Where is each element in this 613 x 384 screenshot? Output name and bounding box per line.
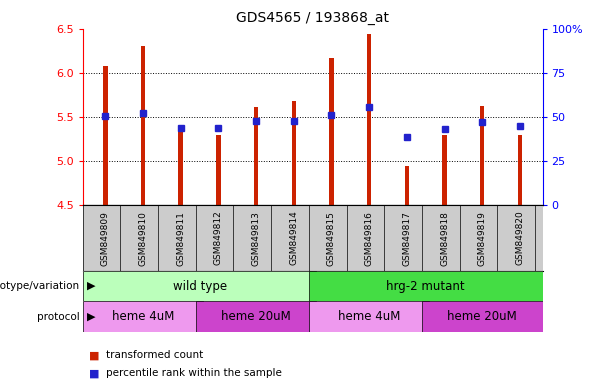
Bar — [309, 271, 543, 301]
Text: hrg-2 mutant: hrg-2 mutant — [386, 280, 465, 293]
Text: ▶: ▶ — [80, 312, 95, 322]
Text: heme 4uM: heme 4uM — [338, 310, 400, 323]
Bar — [480, 106, 484, 205]
Text: GSM849816: GSM849816 — [365, 211, 374, 266]
Text: transformed count: transformed count — [106, 350, 204, 360]
Bar — [216, 135, 221, 205]
Title: GDS4565 / 193868_at: GDS4565 / 193868_at — [236, 11, 389, 25]
Text: wild type: wild type — [172, 280, 227, 293]
Bar — [405, 166, 409, 205]
Bar — [292, 101, 296, 205]
Bar — [83, 271, 316, 301]
Text: heme 20uM: heme 20uM — [447, 310, 517, 323]
Text: ■: ■ — [89, 350, 99, 360]
Bar — [367, 34, 371, 205]
Text: GSM849818: GSM849818 — [440, 211, 449, 266]
Text: GSM849810: GSM849810 — [139, 211, 148, 266]
Text: GSM849812: GSM849812 — [214, 211, 223, 265]
Text: ▶: ▶ — [80, 281, 95, 291]
Text: heme 20uM: heme 20uM — [221, 310, 291, 323]
Text: GSM849811: GSM849811 — [176, 211, 185, 266]
Text: GSM849817: GSM849817 — [402, 211, 411, 266]
Text: genotype/variation: genotype/variation — [0, 281, 80, 291]
Text: percentile rank within the sample: percentile rank within the sample — [106, 368, 282, 378]
Text: GSM849819: GSM849819 — [478, 211, 487, 266]
Text: ■: ■ — [89, 368, 99, 378]
Text: protocol: protocol — [37, 312, 80, 322]
Bar — [196, 301, 316, 332]
Bar — [254, 106, 258, 205]
Text: GSM849815: GSM849815 — [327, 211, 336, 266]
Text: heme 4uM: heme 4uM — [112, 310, 174, 323]
Bar — [517, 135, 522, 205]
Bar — [422, 301, 543, 332]
Text: GSM849809: GSM849809 — [101, 211, 110, 266]
Bar — [329, 58, 333, 205]
Bar — [309, 301, 430, 332]
Bar — [83, 301, 204, 332]
Bar — [178, 126, 183, 205]
Bar — [103, 66, 108, 205]
Text: GSM849813: GSM849813 — [251, 211, 261, 266]
Text: GSM849814: GSM849814 — [289, 211, 299, 265]
Bar — [442, 135, 447, 205]
Bar — [141, 46, 145, 205]
Text: GSM849820: GSM849820 — [516, 211, 524, 265]
